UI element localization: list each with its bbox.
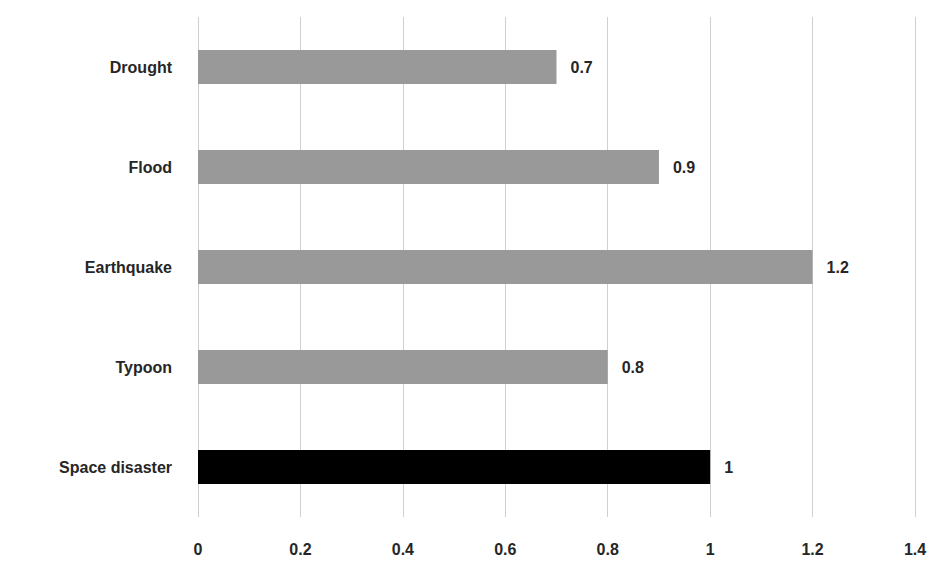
svg-text:0.4: 0.4 [392,541,414,558]
svg-text:Typoon: Typoon [115,359,172,376]
svg-text:1.4: 1.4 [904,541,926,558]
svg-text:0.7: 0.7 [571,59,593,76]
svg-text:Space disaster: Space disaster [59,459,172,476]
svg-text:Drought: Drought [110,59,173,76]
svg-text:Flood: Flood [128,159,172,176]
svg-text:0.8: 0.8 [597,541,619,558]
svg-text:0.6: 0.6 [494,541,516,558]
svg-text:Earthquake: Earthquake [85,259,172,276]
svg-text:0.8: 0.8 [622,359,644,376]
svg-text:0.9: 0.9 [673,159,695,176]
svg-text:1.2: 1.2 [801,541,823,558]
svg-text:1: 1 [724,459,733,476]
svg-text:1: 1 [706,541,715,558]
svg-text:0.2: 0.2 [289,541,311,558]
svg-text:0: 0 [194,541,203,558]
svg-text:1.2: 1.2 [827,259,849,276]
